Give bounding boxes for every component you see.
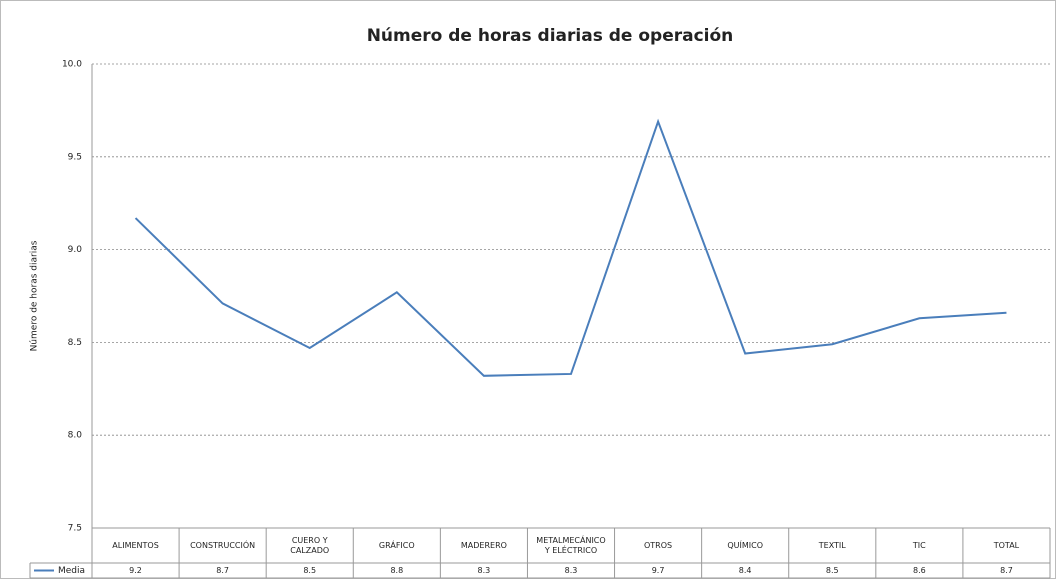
x-tick-label: METALMECÁNICO Y ELÉCTRICO	[536, 535, 606, 555]
data-table-value: 8.3	[564, 565, 578, 575]
data-table-value: 8.3	[477, 565, 491, 575]
y-tick-label: 7.5	[68, 524, 82, 534]
data-table-value: 8.8	[390, 565, 404, 575]
x-tick-label: ALIMENTOS	[112, 540, 159, 550]
y-tick-label: 8.5	[68, 338, 82, 348]
data-table-value: 8.7	[1000, 565, 1013, 575]
data-table-value: 8.5	[303, 565, 317, 575]
x-tick-label: MADERERO	[460, 540, 507, 550]
data-table-value: 9.7	[651, 565, 665, 575]
y-tick-label: 9.0	[68, 245, 83, 255]
y-tick-label: 8.0	[68, 431, 83, 441]
data-table-value: 8.4	[738, 565, 752, 575]
data-table-value: 9.2	[129, 565, 142, 575]
data-table-value: 8.7	[216, 565, 229, 575]
y-axis-label: Número de horas diarias	[30, 240, 40, 351]
x-tick-label: TEXTIL	[818, 540, 846, 550]
x-tick-label: CUERO Y CALZADO	[290, 535, 330, 555]
x-tick-label: OTROS	[644, 540, 673, 550]
x-tick-label: GRÁFICO	[378, 540, 415, 550]
data-table-value: 8.5	[825, 565, 839, 575]
data-table-value: 8.6	[912, 565, 926, 575]
data-line	[134, 118, 1007, 377]
x-tick-label: TOTAL	[993, 540, 1020, 550]
chart-title: Número de horas diarias de operación	[367, 26, 734, 46]
y-tick-label: 10.0	[62, 60, 82, 70]
x-tick-label: CONSTRUCCIÓN	[190, 540, 256, 550]
y-tick-label: 9.5	[68, 152, 82, 162]
x-tick-label: TIC	[912, 540, 926, 550]
legend-label: Media	[58, 566, 85, 576]
x-tick-label: QUÍMICO	[727, 540, 763, 550]
